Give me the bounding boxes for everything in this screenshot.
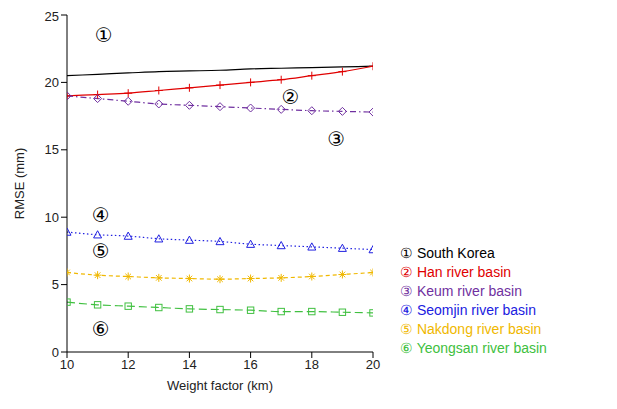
svg-text:16: 16 [243, 357, 257, 372]
html-text:① South Korea: ① South Korea [400, 245, 495, 261]
svg-text:20: 20 [45, 75, 59, 90]
svg-text:10: 10 [45, 210, 59, 225]
svg-text:RMSE (mm): RMSE (mm) [12, 148, 27, 220]
svg-text:12: 12 [121, 357, 135, 372]
svg-text:5: 5 [52, 277, 59, 292]
svg-text:18: 18 [305, 357, 319, 372]
svg-text:Weight factor (km): Weight factor (km) [167, 378, 273, 393]
svg-text:0: 0 [52, 345, 59, 360]
svg-text:20: 20 [366, 357, 380, 372]
svg-text:15: 15 [45, 142, 59, 157]
svg-text:25: 25 [45, 9, 59, 24]
svg-text:②: ② [281, 85, 299, 109]
svg-text:⑥: ⑥ [92, 317, 110, 341]
svg-text:⑤: ⑤ [92, 239, 110, 263]
html-text:③ Keum river basin: ③ Keum river basin [400, 283, 522, 299]
svg-text:14: 14 [182, 357, 196, 372]
svg-text:10: 10 [60, 357, 74, 372]
html-text:⑥ Yeongsan river basin: ⑥ Yeongsan river basin [400, 340, 547, 356]
html-text:② Han river basin: ② Han river basin [400, 264, 511, 280]
svg-text:③: ③ [327, 127, 345, 151]
svg-text:④: ④ [92, 203, 110, 227]
html-text:④ Seomjin river basin: ④ Seomjin river basin [400, 302, 536, 318]
html-text:⑤ Nakdong river basin: ⑤ Nakdong river basin [400, 321, 542, 337]
svg-text:①: ① [95, 23, 113, 47]
